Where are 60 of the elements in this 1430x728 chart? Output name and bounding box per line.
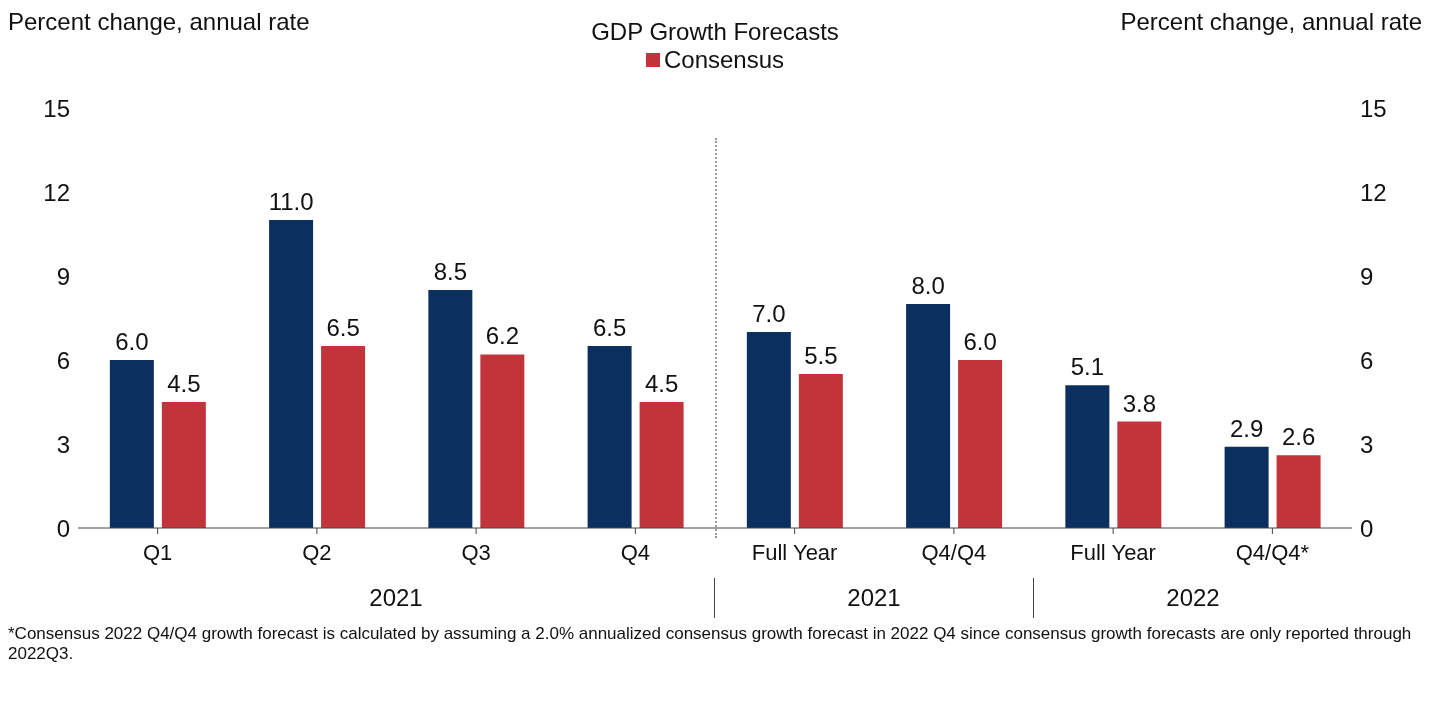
x-tick-label: Q3 (461, 539, 491, 565)
data-label: 4.5 (167, 370, 201, 397)
y-tick-label: 3 (56, 430, 70, 458)
y-axis-title: Percent change, annual rate (8, 8, 310, 36)
data-label: 4.5 (644, 370, 679, 397)
x-tick-label: Q1 (142, 539, 173, 565)
y-tick-label: 9 (56, 262, 70, 290)
data-label: 6.0 (115, 328, 149, 355)
bar (958, 360, 1003, 528)
x-tick-label: Q4 (620, 539, 651, 565)
y2-tick-label: 12 (1360, 178, 1387, 206)
data-label: 6.5 (592, 314, 627, 341)
x-tick-label: Full Year (1070, 539, 1156, 565)
text: *Consensus 2022 Q4/Q4 growth forecast is calculated by assuming a 2.0% annualized consensus growth forecast in 2022 Q4 since consensus growth forecasts are only reported through 2022Q3. (8, 624, 1413, 664)
data-label: 8.5 (433, 258, 468, 285)
bar (1224, 446, 1269, 528)
bar (1276, 455, 1321, 528)
data-label: 6.2 (485, 322, 520, 350)
data-label: 2.6 (1281, 423, 1316, 451)
y-tick-label: 15 (43, 94, 70, 122)
data-label: 7.0 (752, 300, 786, 327)
y2-tick-label: 3 (1360, 430, 1374, 458)
bar (798, 374, 843, 528)
x-tick-label: Q4/Q4 (921, 539, 987, 565)
y-tick-label: 0 (56, 514, 70, 542)
chart-title: GDP Growth Forecasts (591, 18, 839, 45)
bar (161, 402, 206, 528)
y2-tick-label: 0 (1360, 514, 1374, 542)
data-label: 11.0 (268, 188, 314, 215)
bar (269, 220, 314, 528)
bar (321, 346, 366, 528)
x-tick-label: Full Year (751, 539, 838, 565)
bar (480, 354, 525, 528)
bar (1117, 421, 1162, 528)
y-tick-label: 6 (56, 346, 70, 374)
y-tick-label: 12 (43, 178, 70, 206)
y2-tick-label: 9 (1360, 262, 1374, 290)
data-label: 6.5 (326, 314, 360, 341)
x-tick-label: Q4/Q4* (1235, 539, 1310, 565)
data-label: 5.5 (804, 342, 838, 369)
bar (428, 290, 473, 528)
y2-tick-label: 6 (1360, 346, 1374, 374)
y2-axis-title: Percent change, annual rate (1120, 8, 1422, 36)
bar (746, 332, 791, 528)
bar (587, 346, 632, 528)
bar (1065, 385, 1110, 528)
text: 2022 (1033, 578, 1352, 618)
bar (109, 360, 154, 528)
y2-tick-label: 15 (1360, 94, 1387, 122)
data-label: 5.1 (1070, 353, 1105, 381)
text: 2021 (368, 583, 424, 613)
data-label: 2.9 (1229, 414, 1264, 442)
data-label: 8.0 (911, 272, 945, 299)
data-label: 3.8 (1122, 389, 1157, 417)
text: 2021 (714, 578, 1033, 618)
data-label: 6.0 (963, 328, 997, 355)
bar (639, 402, 684, 528)
bar (906, 304, 951, 528)
x-tick-label: Q2 (302, 539, 332, 565)
legend-label: Consensus (662, 46, 785, 74)
